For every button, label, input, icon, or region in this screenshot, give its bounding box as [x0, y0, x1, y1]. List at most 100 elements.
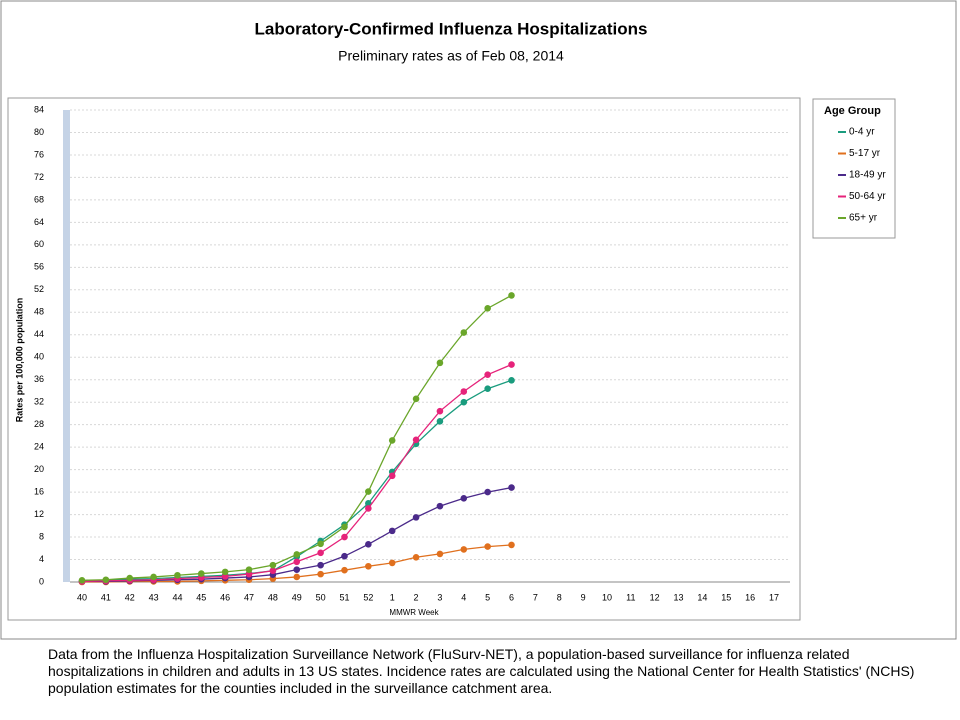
x-tick-label: 8 — [557, 592, 562, 602]
x-tick-label: 46 — [220, 592, 230, 602]
x-tick-label: 16 — [745, 592, 755, 602]
data-point — [269, 561, 277, 569]
data-point — [508, 541, 515, 549]
y-tick-label: 68 — [34, 194, 44, 204]
y-tick-label: 64 — [34, 217, 44, 227]
data-point — [388, 437, 396, 444]
data-point — [436, 359, 444, 367]
legend-label: 0-4 yr — [849, 127, 875, 138]
data-point — [412, 553, 420, 561]
x-tick-label: 7 — [533, 592, 538, 602]
data-point — [412, 395, 420, 403]
axis-band — [63, 110, 70, 582]
data-point — [460, 398, 468, 406]
data-point — [269, 567, 277, 575]
data-point — [365, 541, 372, 548]
data-point — [508, 484, 515, 491]
x-tick-label: 6 — [509, 592, 514, 602]
x-tick-label: 1 — [390, 592, 395, 602]
y-tick-label: 76 — [34, 149, 44, 159]
data-point — [365, 505, 372, 512]
y-axis-label: Rates per 100,000 population — [14, 298, 24, 423]
data-point — [436, 417, 444, 425]
y-tick-label: 84 — [34, 104, 44, 114]
x-tick-label: 15 — [721, 592, 731, 602]
data-point — [317, 549, 324, 557]
data-point — [460, 494, 468, 502]
data-point — [484, 543, 491, 550]
y-tick-label: 48 — [34, 307, 44, 317]
y-tick-label: 28 — [34, 419, 44, 429]
data-point — [341, 533, 348, 541]
x-tick-label: 9 — [581, 592, 586, 602]
chart-title: Laboratory-Confirmed Influenza Hospitali… — [255, 19, 648, 38]
data-point — [317, 561, 324, 569]
data-point — [198, 570, 205, 577]
x-tick-label: 43 — [149, 592, 159, 602]
data-point — [293, 558, 301, 566]
data-point — [388, 559, 396, 567]
y-tick-label: 32 — [34, 397, 44, 407]
data-point — [102, 576, 110, 584]
x-tick-label: 48 — [268, 592, 278, 602]
y-tick-label: 60 — [34, 239, 44, 249]
data-point — [484, 371, 491, 378]
x-axis-label: MMWR Week — [389, 608, 439, 617]
x-tick-label: 13 — [674, 592, 684, 602]
data-point — [245, 566, 253, 573]
y-tick-label: 80 — [34, 127, 44, 137]
x-tick-label: 14 — [697, 592, 707, 602]
data-point — [341, 523, 348, 531]
data-point — [460, 546, 468, 553]
y-tick-label: 16 — [34, 486, 44, 496]
legend-label: 18-49 yr — [849, 170, 886, 181]
x-tick-label: 50 — [316, 592, 326, 602]
legend-label: 5-17 yr — [849, 148, 881, 159]
data-point — [436, 502, 444, 510]
data-point — [317, 570, 324, 578]
data-point — [78, 577, 86, 584]
data-point — [388, 472, 396, 480]
data-point — [365, 488, 372, 495]
data-point — [174, 571, 181, 579]
legend-label: 50-64 yr — [849, 191, 886, 202]
x-tick-label: 47 — [244, 592, 254, 602]
y-tick-label: 0 — [39, 576, 44, 586]
data-point — [508, 292, 515, 299]
chart-subtitle: Preliminary rates as of Feb 08, 2014 — [338, 48, 564, 64]
y-tick-label: 4 — [39, 554, 44, 564]
x-tick-label: 17 — [769, 592, 779, 602]
data-point — [460, 388, 468, 395]
x-tick-label: 44 — [172, 592, 182, 602]
plot-frame — [7, 97, 801, 621]
data-point — [317, 540, 324, 548]
data-point — [341, 552, 348, 560]
legend-label: 65+ yr — [849, 213, 878, 224]
y-tick-label: 56 — [34, 262, 44, 272]
y-tick-label: 8 — [39, 531, 44, 541]
y-tick-label: 52 — [34, 284, 44, 294]
data-point — [293, 573, 301, 581]
y-tick-label: 24 — [34, 442, 44, 452]
x-tick-label: 2 — [414, 592, 419, 602]
data-point — [365, 500, 372, 507]
y-tick-label: 44 — [34, 329, 44, 339]
data-point — [388, 527, 396, 535]
data-point — [412, 436, 420, 444]
data-point — [508, 376, 515, 384]
x-tick-label: 10 — [602, 592, 612, 602]
data-point — [484, 305, 491, 312]
x-tick-label: 49 — [292, 592, 302, 602]
x-tick-label: 4 — [461, 592, 466, 602]
x-tick-label: 41 — [101, 592, 111, 602]
data-point — [508, 361, 515, 368]
data-point — [484, 488, 491, 496]
y-tick-label: 36 — [34, 374, 44, 384]
legend-title: Age Group — [824, 105, 881, 117]
data-point — [436, 407, 444, 415]
x-tick-label: 45 — [196, 592, 206, 602]
y-tick-label: 20 — [34, 464, 44, 474]
data-point — [150, 573, 157, 581]
